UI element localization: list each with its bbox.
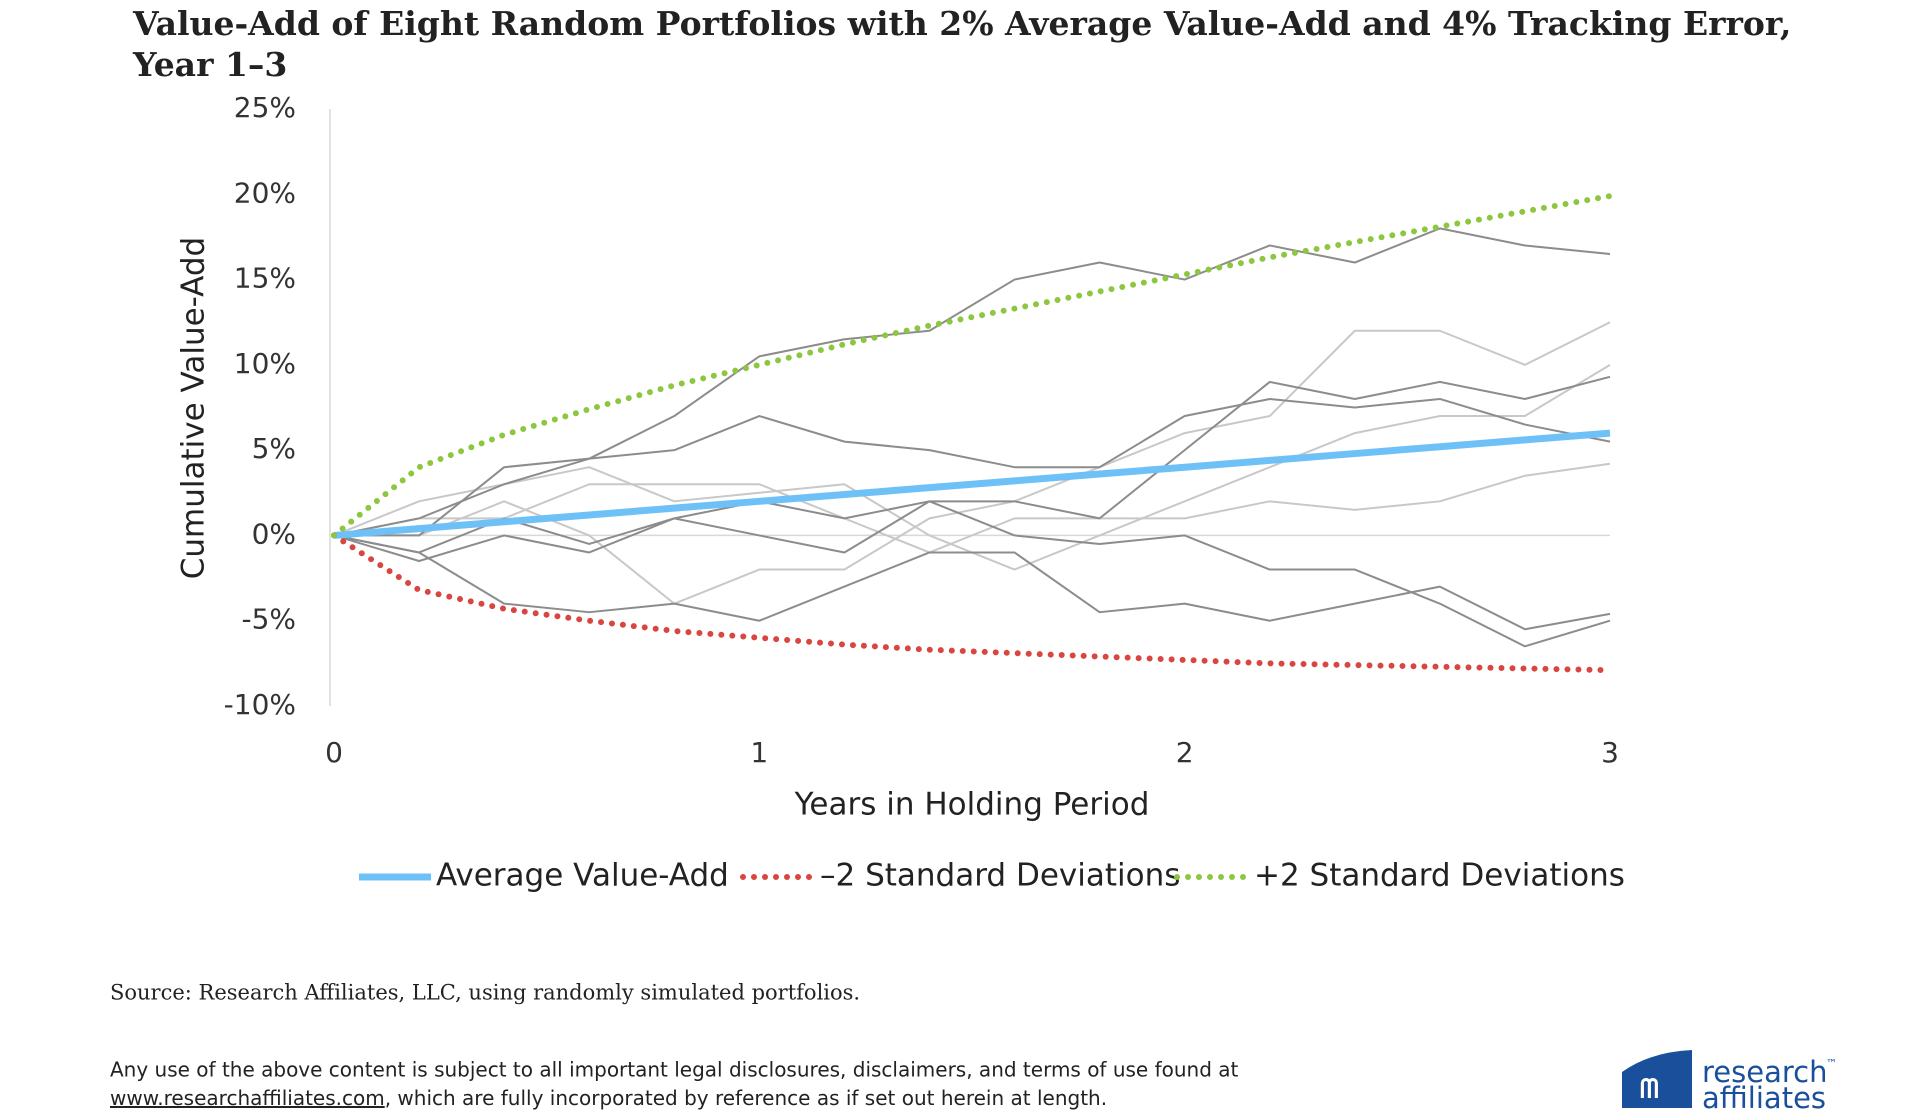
series-line <box>331 532 1613 674</box>
x-tick-label: 1 <box>750 736 768 769</box>
series-line <box>333 429 1611 539</box>
y-tick-label: 5% <box>252 432 296 465</box>
series-line <box>333 500 1611 648</box>
legend-label: Average Value-Add <box>436 858 729 894</box>
chart-title: Value-Add of Eight Random Portfolios wit… <box>132 4 1791 43</box>
series-line <box>331 192 1613 539</box>
y-tick-label: 15% <box>234 262 296 295</box>
series-line <box>333 462 1611 554</box>
logo-tm: ™ <box>1826 1057 1837 1070</box>
chart-title: Year 1–3 <box>132 45 287 84</box>
disclaimer-link[interactable]: www.researchaffiliates.com <box>110 1086 385 1110</box>
y-tick-label: -10% <box>224 688 296 721</box>
disclaimer: www.researchaffiliates.com, which are fu… <box>110 1086 1107 1110</box>
y-tick-label: 0% <box>252 517 296 550</box>
x-tick-label: 0 <box>325 736 343 769</box>
source: Source: Research Affiliates, LLC, using … <box>110 981 860 1005</box>
y-axis-title: Cumulative Value-Add <box>176 237 212 579</box>
legend-label: +2 Standard Deviations <box>1254 858 1625 894</box>
y-tick-label: 20% <box>234 176 296 209</box>
logo-glyph: ᗰ <box>1640 1075 1659 1105</box>
series-line <box>333 375 1611 563</box>
logo-mark <box>1622 1050 1692 1108</box>
logo-text: research <box>1702 1055 1827 1089</box>
y-tick-label: 10% <box>234 347 296 380</box>
series-line <box>333 227 1611 537</box>
legend-label: –2 Standard Deviations <box>820 858 1180 894</box>
x-tick-label: 3 <box>1601 736 1619 769</box>
y-tick-label: 25% <box>234 91 296 124</box>
y-tick-label: -5% <box>241 603 296 636</box>
logo-text: affiliates <box>1702 1081 1826 1113</box>
series-line <box>333 534 1611 631</box>
x-axis-title: Years in Holding Period <box>794 787 1150 823</box>
disclaimer: Any use of the above content is subject … <box>110 1058 1239 1082</box>
series-line <box>334 321 1611 605</box>
logo: ᗰ research ™ affiliates <box>1622 1050 1837 1113</box>
disclaimer-text: , which are fully incorporated by refere… <box>385 1086 1107 1110</box>
x-tick-label: 2 <box>1176 736 1194 769</box>
series-line <box>334 397 1611 537</box>
